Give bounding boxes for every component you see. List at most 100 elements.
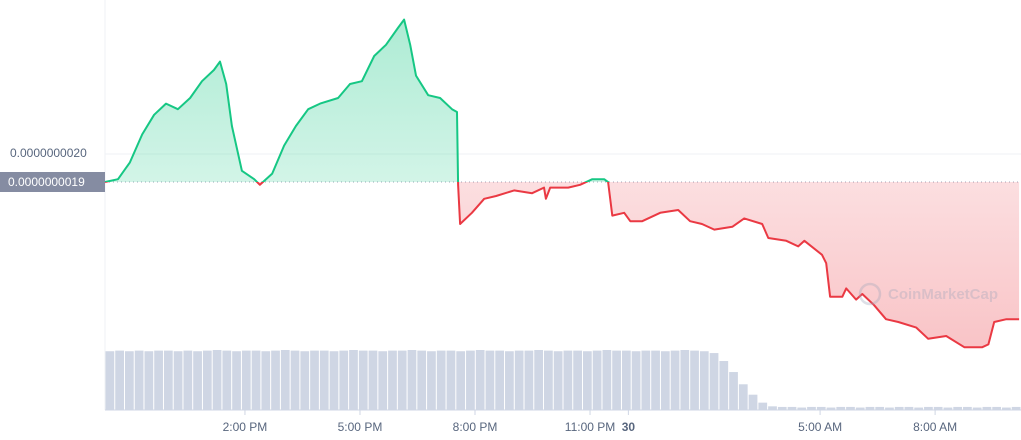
volume-bar: [134, 350, 144, 410]
volume-bar: [124, 351, 134, 410]
volume-bar: [885, 407, 894, 410]
volume-bar: [378, 351, 388, 410]
volume-bar: [485, 350, 495, 410]
volume-bar: [855, 407, 865, 410]
volume-bar: [339, 350, 349, 410]
volume-bar: [183, 350, 193, 410]
volume-bar: [427, 351, 436, 410]
volume-bar: [670, 350, 680, 410]
volume-bar: [436, 350, 446, 410]
volume-bar: [875, 406, 885, 410]
volume-bar: [621, 350, 631, 410]
reference-label: 0.0000000019: [8, 175, 85, 189]
volume-bar: [865, 406, 875, 410]
volume-bar: [280, 350, 290, 410]
volume-bar: [602, 350, 612, 410]
x-tick-label: 8:00 AM: [913, 420, 957, 434]
y-tick-label: 0.0000000020: [10, 146, 87, 160]
volume-bar: [612, 350, 621, 410]
volume-bar: [232, 351, 241, 410]
volume-bar: [1011, 406, 1021, 410]
volume-bar: [777, 406, 787, 410]
volume-bar: [631, 351, 641, 410]
volume-bar: [310, 350, 319, 410]
volume-bar: [690, 350, 699, 410]
volume-bar: [475, 350, 485, 410]
volume-bar: [241, 350, 251, 410]
watermark-text: CoinMarketCap: [888, 286, 998, 303]
volume-bar: [417, 350, 427, 410]
volume-bar: [651, 350, 660, 410]
x-tick-label: 2:00 PM: [223, 420, 268, 434]
volume-bar: [290, 350, 300, 410]
volume-bar: [563, 350, 573, 410]
volume-bar: [300, 351, 310, 410]
volume-bar: [846, 406, 855, 410]
area-up: [105, 19, 1020, 182]
volume-bar: [797, 407, 807, 410]
volume-bar: [261, 351, 271, 410]
volume-bar: [972, 407, 982, 410]
volume-bar: [495, 350, 505, 410]
volume-bar: [660, 351, 670, 410]
volume-bar: [592, 350, 602, 410]
volume-bar: [738, 384, 748, 410]
volume-bar: [787, 406, 797, 410]
volume-bar: [699, 351, 709, 410]
volume-bar: [524, 350, 534, 410]
volume-bar: [748, 394, 758, 410]
volume-bar: [729, 372, 738, 410]
watermark: CoinMarketCap: [858, 282, 998, 306]
volume-bar: [573, 350, 582, 410]
volume-bar: [982, 406, 992, 410]
volume-bar: [924, 406, 933, 410]
volume-bar: [397, 350, 407, 410]
x-tick-label: 30: [622, 420, 636, 434]
volume-bar: [514, 350, 524, 410]
volume-bar: [193, 351, 202, 410]
volume-bar: [446, 350, 456, 410]
x-tick-label: 8:00 PM: [453, 420, 498, 434]
volume-bar: [319, 350, 329, 410]
volume-bar: [271, 350, 280, 410]
volume-bar: [963, 406, 972, 410]
volume-bar: [943, 407, 953, 410]
volume-bar: [992, 406, 1002, 410]
price-line-down: [105, 182, 1020, 349]
volume-bar: [758, 402, 768, 410]
volume-bar: [329, 351, 339, 410]
volume-bar: [251, 350, 261, 410]
x-tick-label: 5:00 PM: [338, 420, 383, 434]
volume-bar: [904, 406, 914, 410]
volume-bar: [534, 350, 544, 410]
volume-bar: [105, 351, 115, 410]
volume-bar: [368, 350, 378, 410]
volume-bar: [680, 350, 690, 410]
volume-bar: [466, 350, 475, 410]
volume-bar: [544, 350, 553, 410]
volume-bar: [1002, 407, 1011, 410]
volume-bar: [388, 350, 397, 410]
volume-bar: [553, 351, 563, 410]
volume-bar: [154, 350, 163, 410]
volume-bar: [456, 351, 466, 410]
watermark-logo: [858, 282, 882, 306]
volume-bar: [933, 406, 943, 410]
volume-bar: [582, 351, 592, 410]
volume-bar: [173, 351, 183, 410]
volume-bar: [768, 406, 777, 410]
volume-bar: [914, 407, 924, 410]
price-line-up: [104, 18, 610, 182]
volume-bar: [358, 350, 368, 410]
volume-bar: [349, 350, 358, 410]
volume-bar: [641, 350, 651, 410]
volume-bar: [807, 406, 816, 410]
volume-bar: [826, 407, 836, 410]
volume-bar: [816, 406, 826, 410]
reference-label-box: [0, 172, 105, 192]
volume-bar: [407, 350, 417, 410]
volume-bar: [202, 350, 212, 410]
volume-bar: [709, 353, 719, 410]
volume-bar: [222, 350, 232, 410]
